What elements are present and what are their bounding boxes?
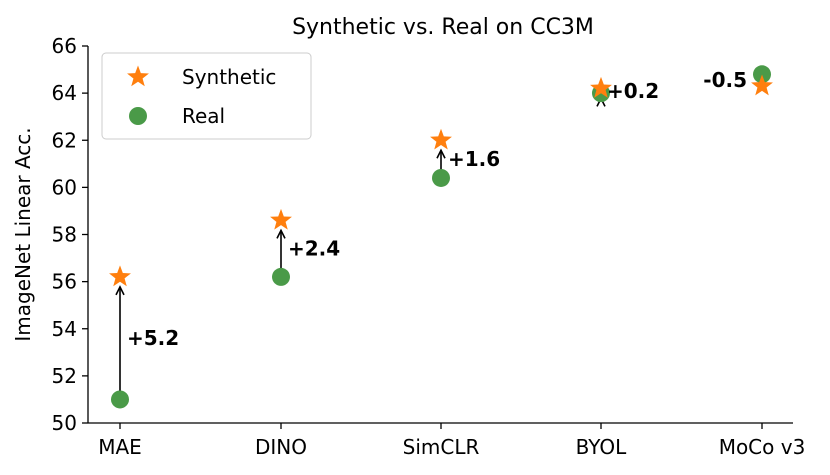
delta-label: +0.2 (607, 79, 659, 103)
real-point (753, 65, 771, 84)
y-tick-label: 58 (52, 223, 77, 247)
synthetic-point (270, 208, 292, 230)
x-tick-label: SimCLR (403, 435, 480, 459)
delta-label: +2.4 (288, 237, 340, 261)
delta-labels: +5.2 +2.4 +1.6 +0.2 -0.5 (127, 68, 747, 350)
real-point (272, 267, 290, 286)
y-tick-label: 50 (52, 411, 77, 435)
delta-arrow-head (436, 148, 446, 159)
legend-real-label: Real (182, 104, 225, 128)
legend-synthetic-label: Synthetic (182, 65, 276, 89)
legend-real-marker (129, 107, 147, 125)
y-tick-label: 62 (52, 128, 77, 152)
y-tick-label: 54 (52, 317, 77, 341)
y-tick-label: 56 (52, 270, 77, 294)
y-tick-label: 60 (52, 175, 77, 199)
y-tick-label: 66 (52, 34, 77, 58)
delta-arrow-head (115, 285, 125, 296)
y-tick-label: 52 (52, 364, 77, 388)
chart-title: Synthetic vs. Real on CC3M (292, 15, 594, 40)
legend: Synthetic Real (101, 52, 312, 140)
synthetic-point (590, 76, 612, 98)
synthetic-point (109, 265, 131, 287)
delta-label: +1.6 (448, 147, 500, 171)
delta-label: -0.5 (703, 68, 747, 92)
delta-label: +5.2 (127, 326, 179, 350)
real-point (432, 168, 450, 187)
x-tick-label: MAE (98, 435, 142, 459)
y-ticks: 50 52 54 56 58 60 62 64 66 (52, 34, 88, 435)
synthetic-point (430, 128, 452, 150)
markers (109, 65, 773, 409)
legend-synthetic-marker (127, 65, 149, 87)
legend-box (101, 52, 312, 140)
x-ticks: MAE DINO SimCLR BYOL MoCo v3 (98, 423, 805, 459)
y-tick-label: 64 (52, 81, 77, 105)
x-tick-label: MoCo v3 (719, 435, 806, 459)
x-tick-label: DINO (255, 435, 307, 459)
y-axis-label: ImageNet Linear Acc. (11, 127, 35, 341)
real-point (111, 390, 129, 409)
delta-arrow-head (276, 228, 286, 239)
x-tick-label: BYOL (576, 435, 627, 459)
synthetic-point (751, 74, 773, 96)
